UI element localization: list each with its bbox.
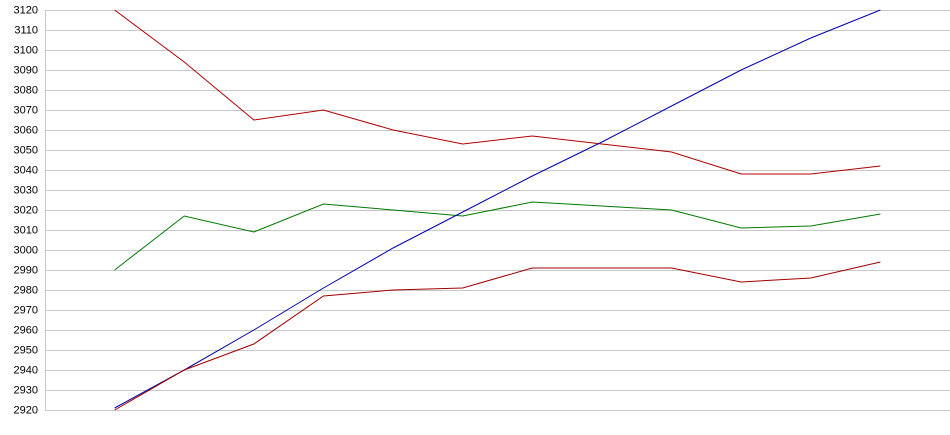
y-tick-label: 3080 (14, 84, 38, 96)
y-tick-label: 2980 (14, 284, 38, 296)
y-tick-label: 3030 (14, 184, 38, 196)
series-line (114, 261, 881, 411)
y-tick-label: 3120 (14, 4, 38, 16)
y-tick-label: 3070 (14, 104, 38, 116)
y-tick-label: 2950 (14, 344, 38, 356)
y-tick-label: 2920 (14, 404, 38, 416)
y-tick-label: 2930 (14, 384, 38, 396)
y-tick-label: 3010 (14, 224, 38, 236)
y-tick-label: 3100 (14, 44, 38, 56)
y-tick-label: 3060 (14, 124, 38, 136)
series-line (114, 9, 881, 409)
y-tick-label: 2940 (14, 364, 38, 376)
y-tick-label: 2990 (14, 264, 38, 276)
y-tick-label: 2960 (14, 324, 38, 336)
y-tick-label: 3040 (14, 164, 38, 176)
y-tick-label: 2970 (14, 304, 38, 316)
y-tick-label: 3050 (14, 144, 38, 156)
y-tick-label: 3110 (14, 24, 38, 36)
y-tick-label: 3000 (14, 244, 38, 256)
y-tick-label: 3020 (14, 204, 38, 216)
series-line (114, 201, 881, 271)
y-tick-label: 3090 (14, 64, 38, 76)
series-line (114, 9, 881, 175)
